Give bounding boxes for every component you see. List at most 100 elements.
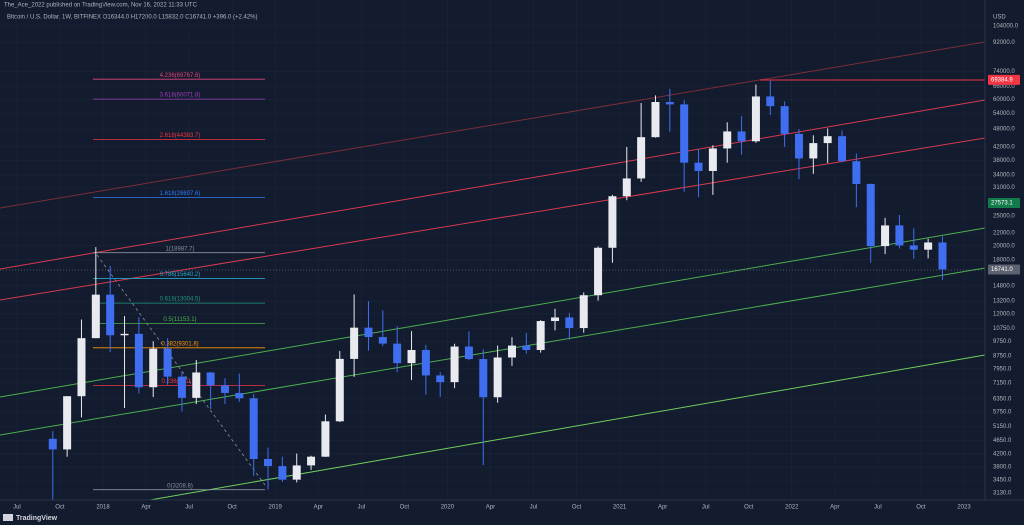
candle-body xyxy=(637,137,646,179)
logo-icon xyxy=(3,514,13,521)
y-tick-label: 34000.0 xyxy=(993,173,1015,179)
x-tick-label: Jul xyxy=(357,505,365,511)
y-tick-label: 20000.0 xyxy=(993,243,1015,249)
candle-body xyxy=(565,317,574,329)
candle-body xyxy=(579,295,588,329)
x-tick-label: Apr xyxy=(486,505,495,511)
candle-body xyxy=(206,372,215,386)
y-tick-label: 7950.0 xyxy=(993,366,1012,372)
y-tick-label: 92000.0 xyxy=(993,40,1015,46)
x-tick-label: 2019 xyxy=(269,505,283,511)
candle-body xyxy=(48,438,57,450)
y-tick-label: 31000.0 xyxy=(993,185,1015,191)
candle-body xyxy=(278,466,287,480)
y-tick-label: 104000.0 xyxy=(993,24,1019,30)
fib-label: 2.618(44383.7) xyxy=(160,133,201,139)
candle-body xyxy=(393,343,402,364)
candle-body xyxy=(866,183,875,247)
y-tick-label: 14800.0 xyxy=(993,283,1015,289)
x-tick-label: Oct xyxy=(916,505,926,511)
candle-body xyxy=(134,333,143,388)
brand: TradingView xyxy=(16,515,58,522)
y-tick-label: 9750.0 xyxy=(993,339,1012,345)
candle-body xyxy=(264,458,273,467)
y-tick-label: 18000.0 xyxy=(993,257,1015,263)
x-tick-label: Oct xyxy=(55,505,65,511)
publisher: The_Ace_2022 published on TradingView.co… xyxy=(4,3,198,9)
price-label-box xyxy=(988,74,1020,85)
y-tick-label: 66000.0 xyxy=(993,84,1015,90)
x-tick-label: Jul xyxy=(530,505,538,511)
candle-body xyxy=(881,225,890,247)
candle-body xyxy=(823,136,832,144)
candle-body xyxy=(551,317,560,322)
y-tick-label: 8750.0 xyxy=(993,354,1012,360)
candle-body xyxy=(665,101,674,105)
candle-body xyxy=(751,96,760,142)
x-tick-label: Oct xyxy=(572,505,582,511)
y-tick-label: 25000.0 xyxy=(993,214,1015,220)
candle-body xyxy=(335,358,344,422)
y-tick-label: 3800.0 xyxy=(993,465,1012,471)
y-tick-label: 10750.0 xyxy=(993,326,1015,332)
y-tick-label: 54000.0 xyxy=(993,111,1015,117)
price-label-box xyxy=(988,197,1020,208)
x-tick-label: Apr xyxy=(314,505,323,511)
candle-body xyxy=(249,398,258,459)
x-tick-label: Apr xyxy=(141,505,150,511)
candle-body xyxy=(622,178,631,197)
candle-body xyxy=(220,385,229,393)
candle-body xyxy=(924,242,933,250)
fib-label: 1(18987.7) xyxy=(165,246,194,252)
candle-body xyxy=(780,106,789,134)
candle-body xyxy=(163,348,172,377)
candle-body xyxy=(852,161,861,184)
y-axis-label: USD xyxy=(993,15,1006,21)
price-label: 16741.0 xyxy=(991,267,1013,273)
candle-body xyxy=(407,350,416,364)
candle-body xyxy=(192,372,201,398)
candle-body xyxy=(507,345,516,358)
candle-body xyxy=(838,136,847,162)
candle-body xyxy=(694,162,703,171)
y-tick-label: 3450.0 xyxy=(993,478,1012,484)
y-tick-label: 6350.0 xyxy=(993,396,1012,402)
candle-body xyxy=(378,337,387,344)
fib-label: 0.618(13004.5) xyxy=(160,297,201,303)
candle-body xyxy=(63,396,72,450)
fib-label: 0(3208.8) xyxy=(167,483,193,489)
price-label: 27573.1 xyxy=(991,201,1013,207)
candle-body xyxy=(766,96,775,107)
y-tick-label: 4650.0 xyxy=(993,438,1012,444)
x-tick-label: Oct xyxy=(744,505,754,511)
price-label: 69384.9 xyxy=(991,78,1013,84)
candle-body xyxy=(651,101,660,138)
candle-body xyxy=(737,131,746,142)
x-tick-label: 2022 xyxy=(785,505,799,511)
candle-body xyxy=(77,338,86,397)
channel-line xyxy=(0,267,986,436)
y-tick-label: 22000.0 xyxy=(993,231,1015,237)
y-tick-label: 7150.0 xyxy=(993,380,1012,386)
candle-body xyxy=(536,321,545,351)
y-tick-label: 5150.0 xyxy=(993,424,1012,430)
channel-line xyxy=(0,41,986,209)
x-tick-label: Jul xyxy=(185,505,193,511)
y-tick-label: 5750.0 xyxy=(993,410,1012,416)
fib-label: 0.786(15640.2) xyxy=(160,272,201,278)
y-tick-label: 4200.0 xyxy=(993,451,1012,457)
symbol-info: Bitcoin / U.S. Dollar, 1W, BITFINEX O163… xyxy=(7,15,257,21)
candle-body xyxy=(364,327,373,338)
fib-label: 0.5(11153.1) xyxy=(163,317,196,323)
x-tick-label: Oct xyxy=(400,505,410,511)
candle-body xyxy=(493,357,502,398)
candle-body xyxy=(177,376,186,398)
y-tick-label: 13200.0 xyxy=(993,299,1015,305)
fib-label: 1.618(28697.6) xyxy=(160,191,201,197)
x-tick-label: Jul xyxy=(874,505,882,511)
channel-line xyxy=(0,99,986,270)
candle-body xyxy=(809,143,818,159)
candle-body xyxy=(522,345,531,351)
y-tick-label: 12000.0 xyxy=(993,311,1015,317)
